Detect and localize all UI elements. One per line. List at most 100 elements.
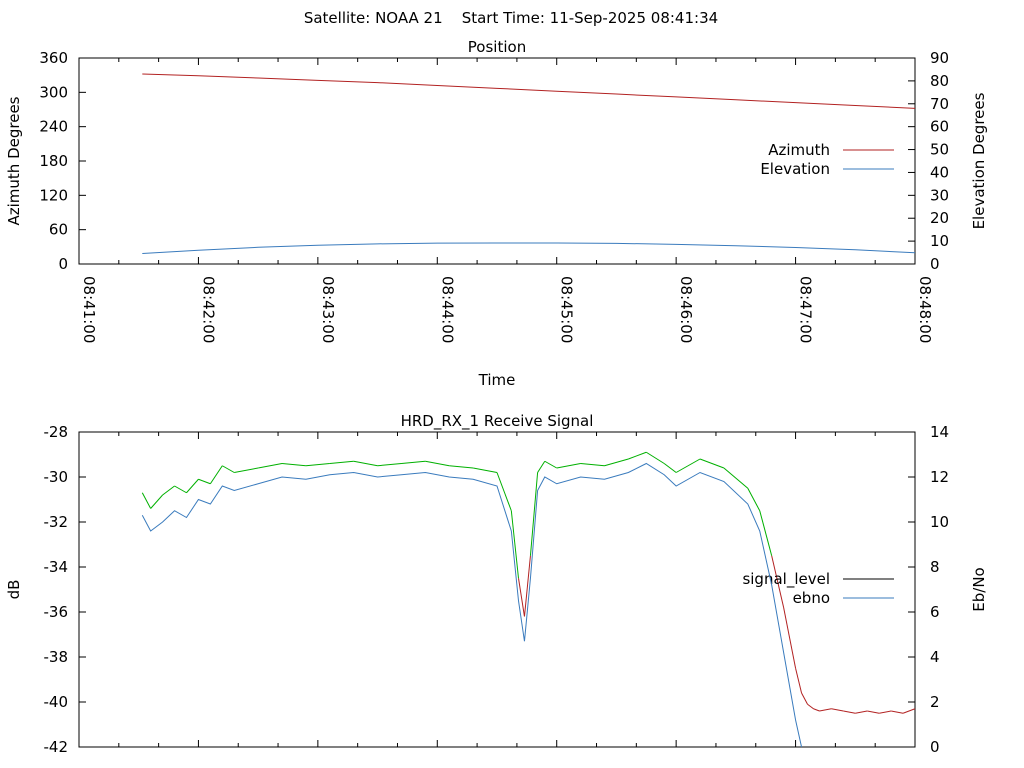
y-tick-label: -36 (44, 603, 69, 621)
series-signal_level-segment (675, 458, 701, 473)
series-signal_level-segment (305, 463, 330, 467)
series-Azimuth-line (142, 73, 916, 109)
series-signal_level-segment (449, 465, 474, 469)
y2-tick-label: 4 (930, 648, 940, 666)
y-tick-label: 360 (39, 49, 68, 67)
series-signal_level-segment (556, 463, 581, 469)
series-signal_level-segment (891, 710, 904, 714)
series-signal_level-segment (473, 467, 498, 473)
series-signal_level-segment (759, 510, 773, 556)
series-Elevation-line (142, 242, 916, 254)
series-signal_level-segment (867, 710, 880, 714)
series-signal_level-segment (401, 460, 426, 464)
y-tick-label: -32 (44, 513, 69, 531)
y2-tick-label: 8 (930, 558, 940, 576)
legend-label: signal_level (742, 570, 830, 589)
series-signal_level-segment (496, 472, 512, 511)
series-signal_level-segment (819, 708, 832, 712)
series-signal_level-segment (281, 463, 306, 467)
y-tick-label: -30 (44, 468, 69, 486)
position-panel: Position 08:41:00 08:42:00 08:43:00 08:44:00… (5, 38, 988, 389)
series-signal_level-segment (150, 494, 163, 509)
plot-frame (78, 431, 916, 748)
y2-tick-label: 80 (930, 72, 949, 90)
series-signal_level-segment (537, 460, 546, 473)
x-tick-label: 08:45:00 (558, 276, 576, 343)
series-signal_level-segment (258, 463, 283, 469)
y2-axis-label: Eb/No (970, 567, 988, 611)
y2-tick-label: 2 (930, 693, 940, 711)
y-axis-label: Azimuth Degrees (5, 96, 23, 225)
series-signal_level-segment (198, 478, 211, 485)
x-tick-label: 08:42:00 (199, 276, 217, 343)
y2-tick-label: 10 (930, 232, 949, 250)
series-signal_level-segment (843, 710, 856, 714)
series-signal_level-segment (879, 710, 892, 714)
series-signal_level-segment (234, 467, 259, 473)
series-signal_level-segment (329, 460, 354, 464)
panel-title: HRD_RX_1 Receive Signal (401, 412, 594, 431)
series-signal_level-segment (628, 451, 647, 460)
series-signal_level-segment (377, 463, 402, 467)
series-signal_level-segment (604, 458, 629, 467)
series-signal_level-segment (174, 485, 187, 494)
x-axis-label: Time (478, 371, 516, 389)
y-tick-label: -40 (44, 693, 69, 711)
series-signal_level-segment (783, 607, 797, 669)
series-signal_level-segment (807, 703, 814, 710)
series-signal_level-segment (771, 555, 785, 608)
y2-tick-label: 90 (930, 49, 949, 67)
y2-tick-label: 70 (930, 95, 949, 113)
receive-signal-panel: HRD_RX_1 Receive Signal -42 -40 -38 -36 -34 -3… (5, 412, 988, 756)
y2-tick-label: 0 (930, 255, 940, 273)
series-signal_level-segment (510, 510, 519, 579)
legend-label: Azimuth (768, 141, 830, 159)
y-tick-label: -38 (44, 648, 69, 666)
y-tick-label: -34 (44, 558, 69, 576)
series-signal_level-segment (353, 460, 378, 467)
y-axis-label: dB (5, 580, 23, 600)
series-signal_level-segment (801, 692, 808, 705)
x-tick-label: 08:48:00 (916, 276, 934, 343)
panel-title: Position (468, 38, 526, 56)
y-tick-label: 60 (49, 221, 68, 239)
series-signal_level-segment (646, 451, 665, 464)
x-tick-label: 08:47:00 (797, 276, 815, 343)
series-signal_level-segment (222, 465, 235, 473)
series-signal_level-segment (425, 460, 450, 467)
series-signal_level-segment (186, 478, 199, 494)
series-signal_level-segment (523, 555, 531, 617)
y-tick-label: 300 (39, 83, 68, 101)
series-signal_level-segment (813, 708, 820, 712)
y2-tick-label: 40 (930, 163, 949, 181)
legend-label: ebno (793, 589, 830, 607)
y2-tick-label: 0 (930, 738, 940, 756)
series-signal_level-segment (544, 460, 557, 469)
series-signal_level-segment (699, 458, 725, 469)
y-tick-label: -28 (44, 423, 69, 441)
x-tick-label: 08:44:00 (438, 276, 456, 343)
series-signal_level-segment (855, 710, 868, 714)
y2-tick-label: 20 (930, 209, 949, 227)
y2-tick-label: 14 (930, 423, 949, 441)
series-signal_level-segment (723, 467, 749, 489)
series-signal_level-segment (209, 465, 223, 485)
y-tick-label: -42 (44, 738, 69, 756)
y2-axis-label: Elevation Degrees (970, 92, 988, 229)
series-signal_level-segment (831, 708, 844, 712)
series-signal_level-segment (162, 485, 175, 496)
y-tick-label: 0 (58, 255, 68, 273)
legend-label: Elevation (760, 160, 830, 178)
series-signal_level-segment (795, 668, 803, 694)
y2-tick-label: 30 (930, 186, 949, 204)
x-tick-label: 08:43:00 (319, 276, 337, 343)
y-tick-label: 180 (39, 152, 68, 170)
series-signal_level-segment (663, 463, 677, 473)
series-signal_level-segment (529, 472, 539, 556)
y2-tick-label: 6 (930, 603, 940, 621)
series-signal_level-segment (747, 488, 761, 511)
y-tick-label: 240 (39, 118, 68, 136)
y2-tick-label: 10 (930, 513, 949, 531)
figure-title: Satellite: NOAA 21 Start Time: 11-Sep-20… (304, 9, 718, 27)
